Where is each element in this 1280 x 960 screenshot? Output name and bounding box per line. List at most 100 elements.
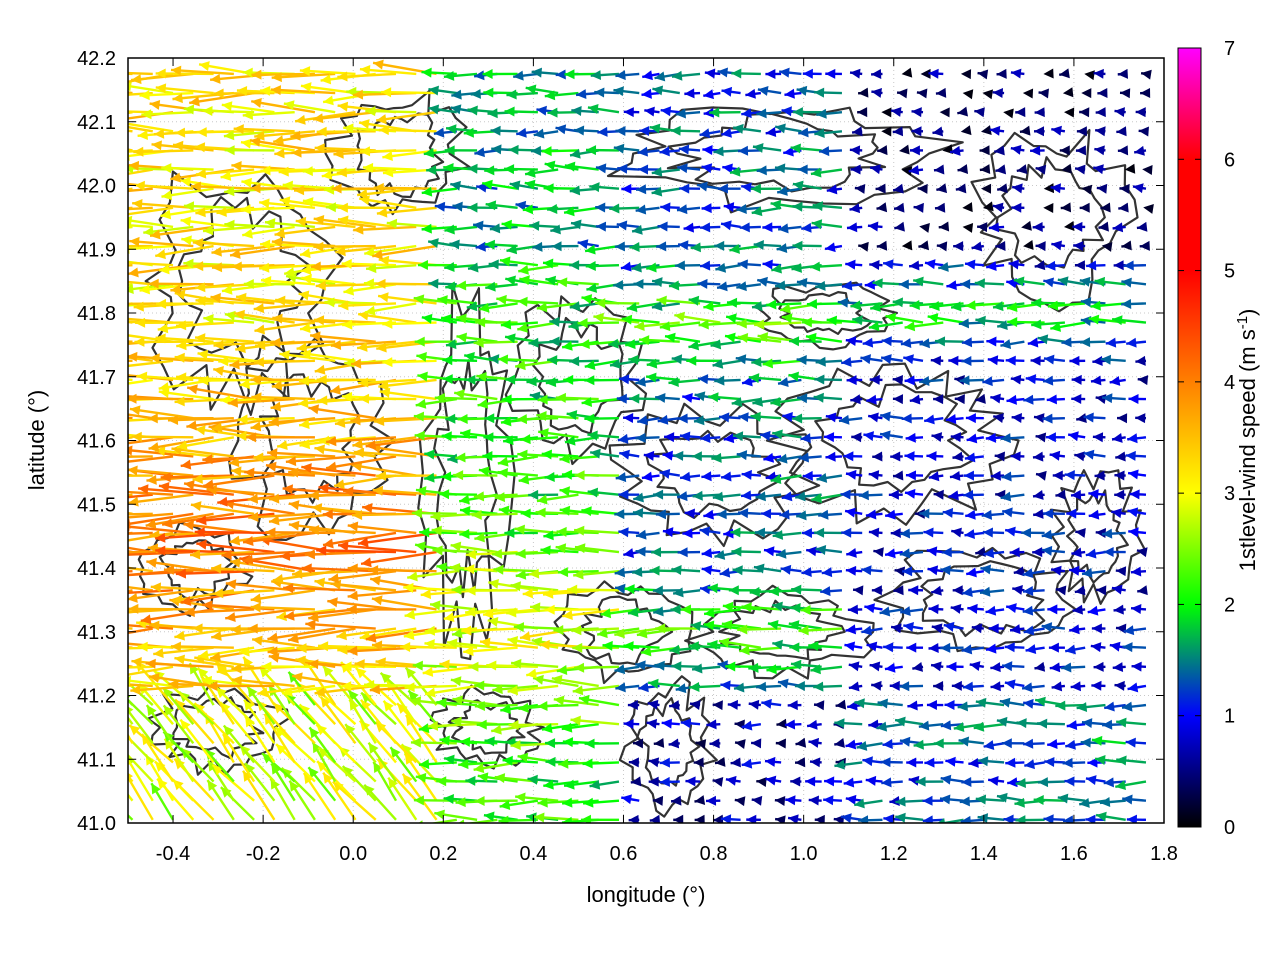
- contour-line: [146, 680, 290, 777]
- wind-arrow: [810, 664, 843, 675]
- colorbar-title-main: 1stlevel-wind speed (m s: [1235, 329, 1260, 571]
- wind-arrow: [364, 679, 417, 690]
- x-tick-label: 1.4: [970, 843, 998, 865]
- wind-arrow: [1065, 739, 1086, 750]
- wind-arrow: [582, 758, 620, 769]
- wind-arrow: [1048, 642, 1065, 653]
- wind-arrow: [572, 684, 620, 696]
- wind-arrow: [787, 814, 802, 823]
- wind-arrow: [513, 622, 559, 633]
- wind-arrow: [1130, 604, 1147, 615]
- wind-arrow: [219, 701, 256, 745]
- colorbar-tick-label: 6: [1224, 149, 1235, 171]
- wind-arrow: [705, 795, 721, 806]
- wind-arrow: [436, 697, 478, 708]
- wind-arrow: [967, 603, 984, 614]
- wind-arrow: [316, 760, 357, 802]
- wind-arrow: [584, 738, 619, 749]
- wind-arrow: [1005, 757, 1025, 768]
- wind-arrow: [755, 681, 782, 692]
- wind-arrow: [621, 794, 640, 805]
- wind-arrow: [961, 644, 984, 655]
- wind-arrow: [785, 795, 802, 806]
- wind-arrow: [985, 643, 1005, 654]
- wind-arrow: [128, 91, 133, 95]
- wind-arrow: [128, 416, 133, 420]
- wind-arrow: [128, 397, 133, 401]
- y-tick-label: 41.2: [77, 686, 116, 708]
- wind-arrow: [515, 792, 559, 803]
- wind-arrow: [614, 664, 640, 675]
- wind-arrow: [798, 625, 843, 636]
- wind-arrow: [283, 583, 356, 594]
- wind-arrow: [977, 813, 1005, 823]
- wind-arrow: [128, 148, 133, 152]
- x-tick-label: 1.2: [880, 843, 908, 865]
- y-tick-label: 41.6: [77, 431, 116, 453]
- wind-arrow: [814, 814, 825, 823]
- wind-arrow: [128, 684, 133, 688]
- wind-arrow: [258, 666, 296, 706]
- wind-arrow: [808, 641, 843, 652]
- wind-arrow: [854, 698, 883, 709]
- wind-arrow: [746, 814, 761, 823]
- wind-arrow: [988, 775, 1005, 786]
- wind-arrow: [969, 661, 985, 672]
- wind-arrow: [628, 757, 640, 768]
- wind-arrow: [890, 623, 903, 634]
- wind-arrow: [1114, 680, 1126, 691]
- wind-arrow: [775, 738, 786, 749]
- wind-arrow: [154, 760, 195, 802]
- wind-arrow: [429, 600, 478, 611]
- wind-arrow: [128, 283, 133, 287]
- wind-arrow: [128, 550, 133, 554]
- wind-arrow: [734, 739, 746, 749]
- wind-arrow: [805, 776, 822, 787]
- wind-arrow: [790, 659, 822, 670]
- wind-arrow: [443, 754, 478, 765]
- wind-arrow: [291, 672, 356, 688]
- wind-arrow: [808, 737, 822, 748]
- wind-arrow: [756, 777, 767, 788]
- wind-arrow: [174, 654, 235, 668]
- contour-line: [994, 156, 1106, 269]
- wind-arrow: [1023, 698, 1045, 709]
- wind-arrow: [1085, 775, 1106, 785]
- wind-arrow: [668, 700, 680, 711]
- wind-arrow: [443, 794, 478, 804]
- wind-arrow: [695, 739, 707, 750]
- wind-arrow: [1076, 702, 1106, 713]
- wind-arrow: [561, 722, 599, 733]
- wind-arrow: [130, 684, 194, 695]
- colorbar-title: 1stlevel-wind speed (m s-1): [1234, 309, 1261, 572]
- wind-arrow: [943, 621, 964, 632]
- wind-arrow: [128, 608, 133, 612]
- wind-arrow: [962, 681, 984, 692]
- wind-arrow: [930, 661, 944, 672]
- wind-arrow: [246, 685, 276, 725]
- wind-arrow: [305, 619, 376, 630]
- wind-arrow: [128, 589, 194, 603]
- wind-arrow: [1123, 625, 1147, 636]
- wind-arrow: [635, 660, 660, 671]
- wind-arrow: [128, 624, 174, 630]
- wind-arrow: [322, 665, 357, 706]
- wind-arrow: [222, 733, 256, 783]
- wind-arrow: [427, 720, 478, 731]
- x-tick-label: 0.8: [700, 843, 728, 865]
- wind-arrow: [996, 792, 1025, 803]
- wind-arrow: [407, 689, 438, 725]
- wind-arrow: [1103, 777, 1126, 788]
- wind-arrow: [714, 756, 726, 767]
- wind-arrow: [868, 719, 883, 730]
- wind-arrow: [685, 776, 701, 787]
- wind-arrow: [922, 815, 944, 823]
- wind-arrow: [1065, 644, 1086, 655]
- wind-arrow: [977, 756, 1005, 767]
- wind-arrow: [250, 602, 315, 613]
- wind-arrow: [1057, 793, 1086, 804]
- y-tick-label: 41.5: [77, 494, 116, 516]
- x-tick-label: 0.4: [519, 843, 547, 865]
- wind-arrow: [128, 664, 133, 668]
- wind-arrow: [924, 757, 944, 768]
